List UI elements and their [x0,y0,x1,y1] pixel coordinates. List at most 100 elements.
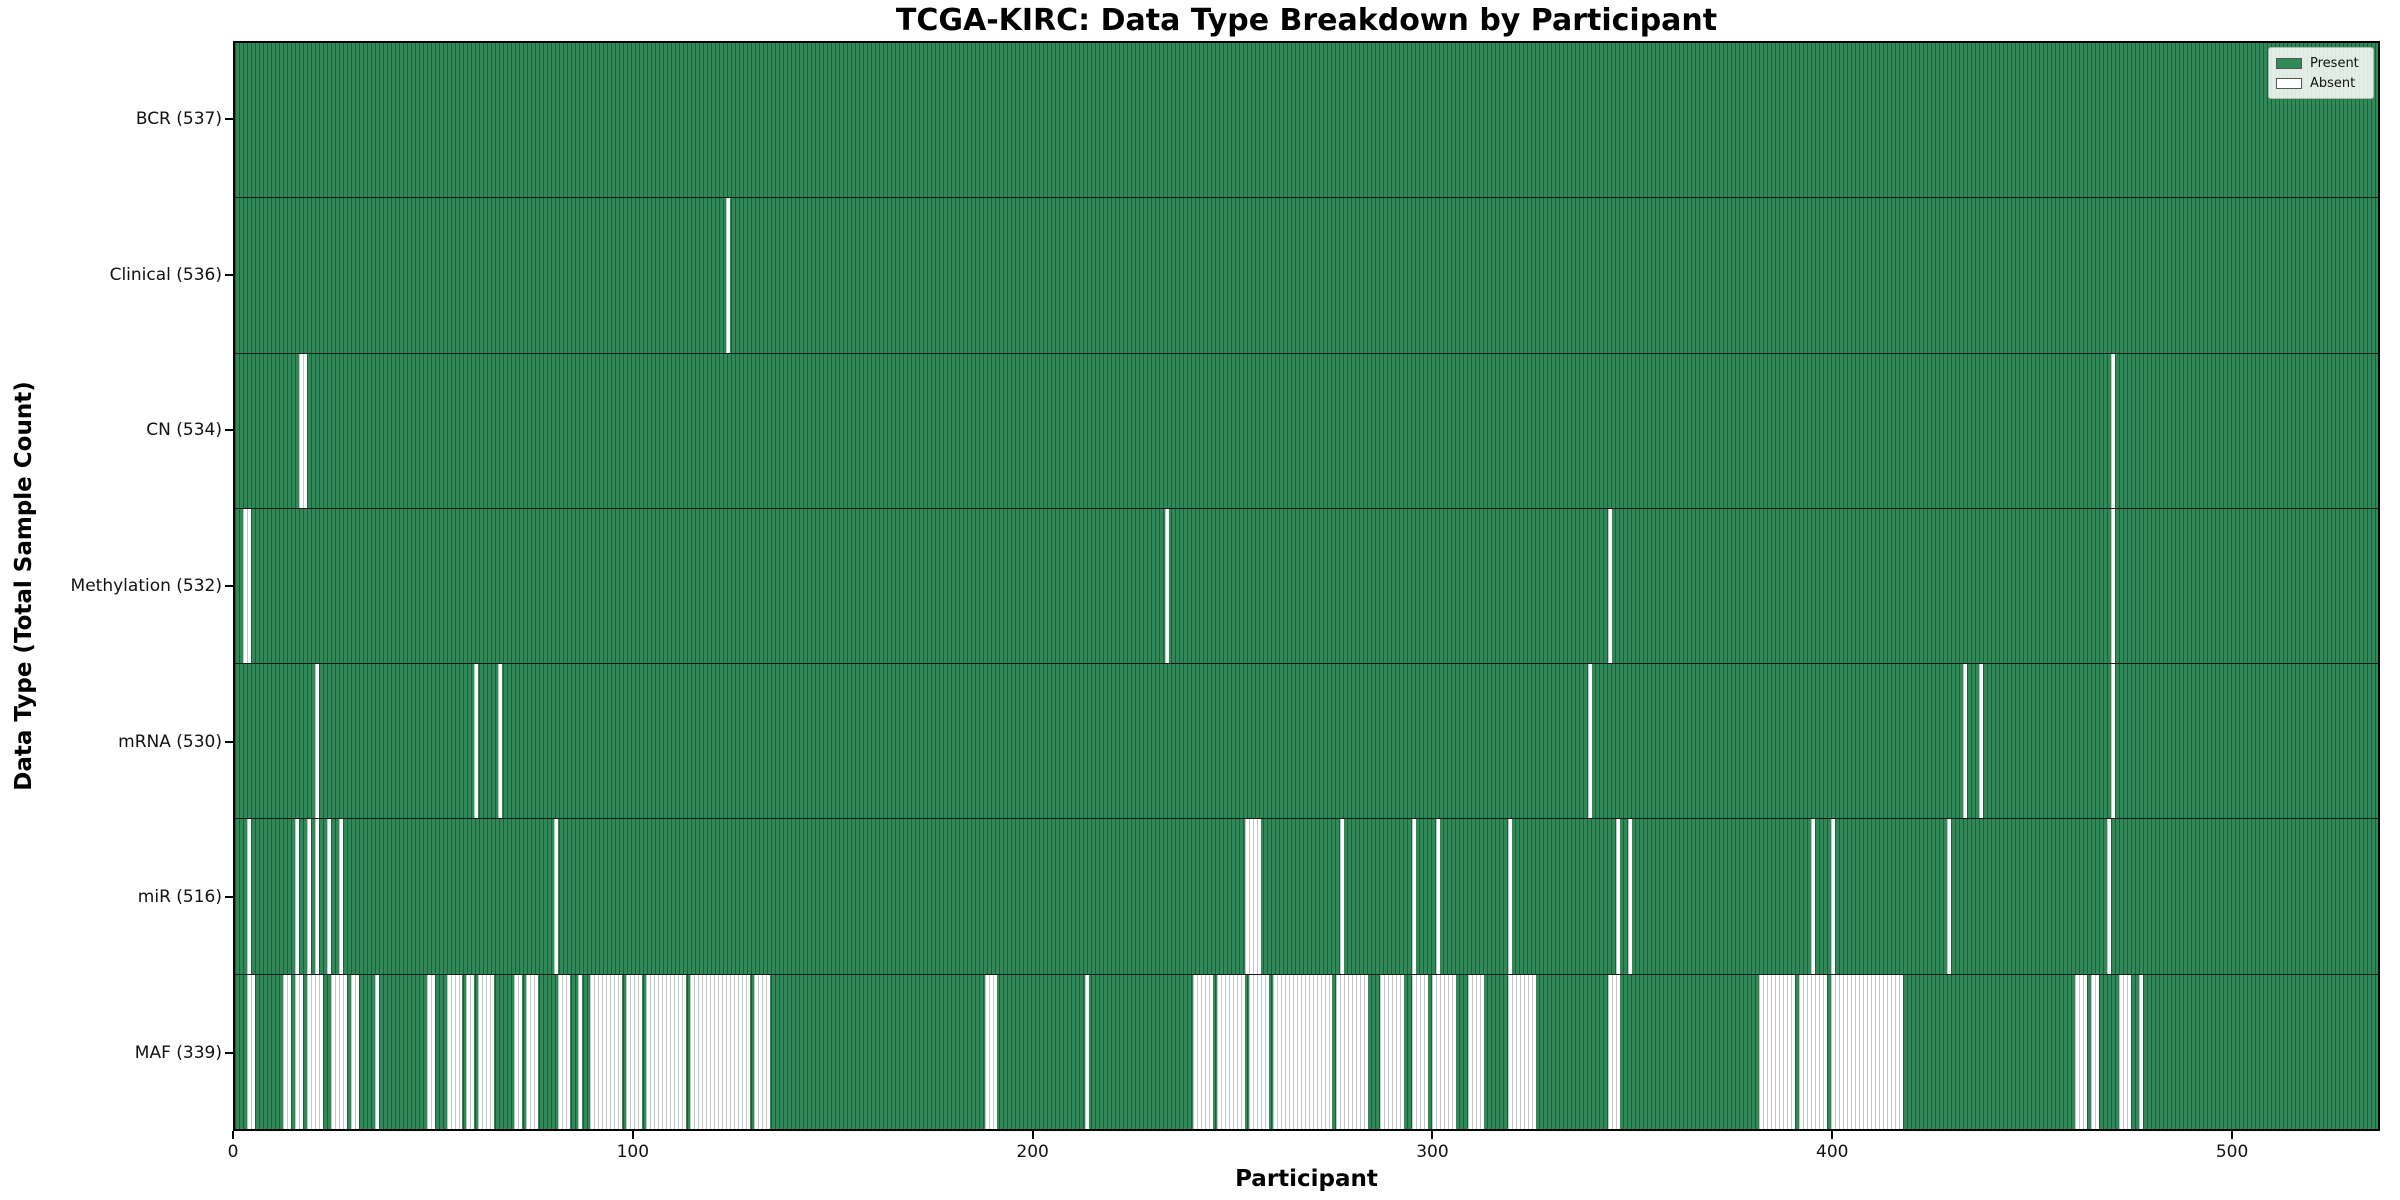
absent-segment [374,974,379,1129]
heatmap-row-Methylation [235,507,2378,664]
absent-segment [1216,974,1245,1129]
absent-segment [246,974,255,1129]
absent-segment [1607,508,1612,664]
plot-area [233,41,2380,1131]
absent-segment [478,974,495,1129]
y-tick-label: mRNA (530) [118,731,222,752]
absent-segment [578,974,583,1129]
absent-segment [985,974,998,1129]
absent-segment [1192,974,1213,1129]
x-tick-mark [1431,1131,1434,1139]
absent-segment [689,974,750,1129]
x-tick-label: 500 [2215,1142,2249,1162]
absent-segment [514,974,523,1129]
absent-segment [1248,974,1269,1129]
absent-segment [626,974,643,1129]
heatmap-row-mRNA [235,663,2378,819]
absent-segment [298,353,307,508]
absent-swatch-icon [2276,77,2302,89]
absent-segment [1962,664,1967,819]
chart-title: TCGA-KIRC: Data Type Breakdown by Partic… [895,3,1718,38]
absent-segment [753,974,770,1129]
x-tick-mark [1831,1131,1834,1139]
absent-segment [2110,664,2115,819]
x-tick-mark [232,1131,234,1139]
absent-segment [1300,974,1333,1129]
absent-segment [1380,974,1405,1129]
absent-segment [306,819,311,974]
absent-segment [1164,508,1169,664]
absent-segment [526,974,539,1129]
absent-segment [554,819,559,974]
absent-segment [1412,974,1429,1129]
y-tick-label: Clinical (536) [109,264,222,285]
absent-segment [646,974,686,1129]
absent-segment [2074,974,2087,1129]
y-tick-label: CN (534) [146,420,222,441]
legend-item-absent: Absent [2276,73,2366,93]
x-tick-label: 100 [616,1142,650,1162]
absent-segment [1587,664,1592,819]
absent-segment [2110,508,2115,664]
y-tick-mark [225,896,233,899]
absent-segment [1244,819,1261,974]
legend: Present Absent [2268,47,2374,99]
heatmap-row-miR [235,818,2378,974]
absent-segment [294,819,299,974]
absent-segment [1412,819,1417,974]
absent-segment [1947,819,1951,974]
absent-segment [2138,974,2143,1129]
absent-segment [1831,819,1836,974]
absent-segment [1759,974,1796,1129]
absent-segment [2090,974,2099,1129]
absent-segment [1627,819,1632,974]
absent-segment [242,508,251,664]
legend-label-absent: Absent [2310,75,2356,91]
absent-segment [282,974,291,1129]
absent-segment [426,974,435,1129]
x-tick-label: 200 [1016,1142,1049,1162]
absent-segment [1615,819,1620,974]
heatmap-row-CN [235,352,2378,508]
legend-item-present: Present [2276,53,2366,73]
absent-segment [1508,974,1536,1129]
absent-segment [1831,974,1904,1129]
absent-segment [338,819,343,974]
absent-segment [326,819,331,974]
absent-segment [1978,664,1983,819]
heatmap-row-Clinical [235,197,2378,353]
absent-segment [2106,819,2111,974]
absent-segment [474,664,479,819]
absent-segment [590,974,623,1129]
x-tick-label: 400 [1816,1142,1849,1162]
absent-segment [1272,974,1301,1129]
y-tick-label: BCR (537) [135,108,222,129]
absent-segment [558,974,571,1129]
absent-segment [330,974,347,1129]
y-tick-label: MAF (339) [134,1043,222,1064]
y-tick-mark [225,273,233,276]
absent-segment [498,664,503,819]
absent-segment [306,974,323,1129]
absent-segment [446,974,463,1129]
absent-segment [1811,819,1816,974]
absent-segment [1336,974,1369,1129]
absent-segment [246,819,251,974]
absent-segment [725,198,730,353]
x-tick-mark [2231,1131,2234,1139]
absent-segment [350,974,359,1129]
heatmap-row-MAF [235,973,2378,1129]
absent-segment [466,974,475,1129]
absent-segment [2110,353,2115,508]
y-tick-mark [225,1052,233,1055]
y-tick-mark [225,429,233,432]
heatmap-row-BCR [235,43,2378,198]
y-tick-label: Methylation (532) [70,576,222,596]
absent-segment [1432,974,1457,1129]
absent-segment [1799,974,1828,1129]
absent-segment [1340,819,1345,974]
legend-label-present: Present [2310,55,2359,71]
absent-segment [1436,819,1441,974]
absent-segment [1607,974,1620,1129]
